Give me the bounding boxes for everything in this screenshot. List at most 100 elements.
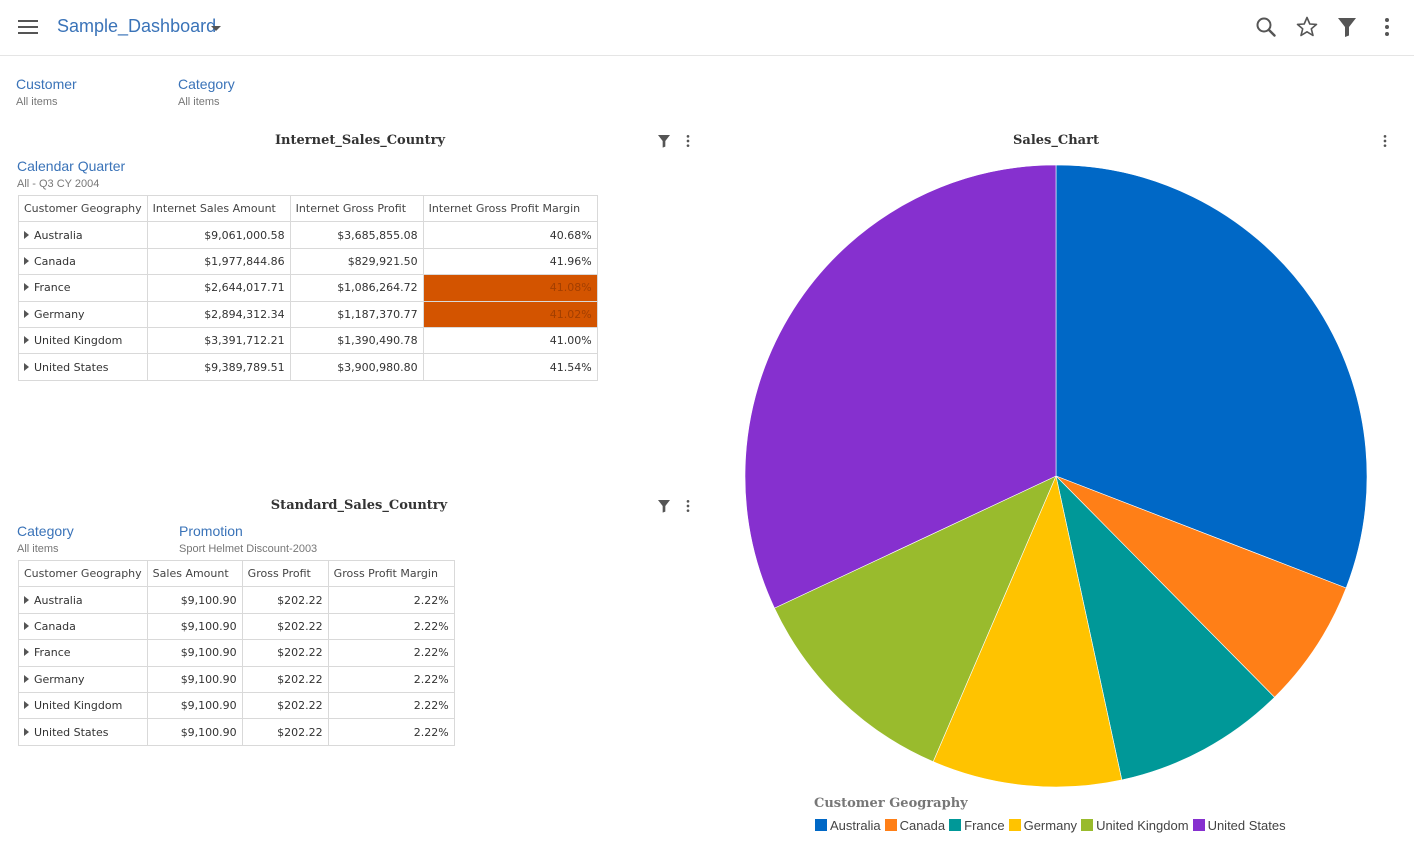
panel-more-icon[interactable] — [1377, 133, 1393, 149]
legend-item[interactable]: United Kingdom — [1081, 818, 1189, 833]
filter-calendar-quarter-value: All - Q3 CY 2004 — [17, 178, 100, 190]
row-label: Canada — [34, 254, 76, 268]
pie-slice-united-states[interactable] — [744, 164, 1057, 609]
row-label: Germany — [34, 672, 85, 686]
standard-sales-table: Customer Geography Sales Amount Gross Pr… — [18, 559, 455, 746]
expand-arrow-icon[interactable] — [24, 621, 29, 630]
legend-item[interactable]: United States — [1192, 818, 1286, 833]
legend-item[interactable]: France — [949, 818, 1005, 833]
margin-cell: 41.08% — [422, 274, 598, 302]
table-header-row: Customer Geography Internet Sales Amount… — [18, 194, 598, 223]
expand-arrow-icon[interactable] — [24, 309, 29, 318]
amount-cell: $3,391,712.21 — [146, 326, 291, 355]
expand-arrow-icon[interactable] — [24, 283, 29, 292]
expand-arrow-icon[interactable] — [24, 362, 29, 371]
star-icon[interactable] — [1295, 15, 1319, 39]
profit-cell: $1,187,370.77 — [289, 300, 424, 328]
amount-cell: $9,100.90 — [146, 639, 243, 667]
filter-category-value: All items — [17, 543, 59, 555]
row-header-cell[interactable]: France — [18, 274, 148, 302]
row-header-cell[interactable]: United Kingdom — [18, 326, 148, 355]
table-row: France $2,644,017.71 $1,086,264.72 41.08% — [18, 274, 598, 302]
internet-panel-title: Internet_Sales_Country — [274, 133, 446, 148]
expand-arrow-icon[interactable] — [24, 674, 29, 683]
amount-cell: $1,977,844.86 — [146, 247, 291, 276]
more-vert-icon[interactable] — [1375, 15, 1399, 39]
row-header-cell[interactable]: Canada — [18, 612, 148, 641]
column-header[interactable]: Gross Profit Margin — [327, 559, 455, 588]
column-header[interactable]: Customer Geography — [18, 559, 148, 588]
row-label: France — [34, 281, 71, 295]
margin-cell: 2.22% — [327, 612, 455, 641]
expand-arrow-icon[interactable] — [24, 727, 29, 736]
row-label: United Kingdom — [34, 334, 123, 348]
legend-swatch — [1192, 819, 1205, 831]
row-header-cell[interactable]: United States — [18, 353, 148, 381]
pie-slice-france[interactable] — [1055, 475, 1275, 781]
menu-icon[interactable] — [18, 19, 38, 35]
expand-arrow-icon[interactable] — [24, 701, 29, 710]
expand-arrow-icon[interactable] — [24, 336, 29, 345]
panel-filter-icon[interactable] — [656, 498, 672, 514]
margin-cell: 41.96% — [422, 247, 598, 276]
margin-cell: 2.22% — [327, 665, 455, 693]
amount-cell: $9,100.90 — [146, 612, 243, 641]
row-header-cell[interactable]: Australia — [18, 221, 148, 249]
search-icon[interactable] — [1254, 15, 1278, 39]
filter-category-label[interactable]: Category — [17, 523, 74, 539]
panel-more-icon[interactable] — [680, 133, 696, 149]
pie-slice-canada[interactable] — [1055, 475, 1347, 698]
amount-cell: $9,100.90 — [146, 586, 243, 614]
row-header-cell[interactable]: Australia — [18, 586, 148, 614]
filter-icon[interactable] — [1335, 15, 1359, 39]
filter-calendar-quarter-label[interactable]: Calendar Quarter — [17, 158, 126, 174]
amount-cell: $9,100.90 — [146, 691, 243, 720]
row-header-cell[interactable]: Germany — [18, 665, 148, 693]
expand-arrow-icon[interactable] — [24, 648, 29, 657]
column-header[interactable]: Internet Sales Amount — [146, 194, 291, 223]
panel-filter-icon[interactable] — [656, 133, 672, 149]
filter-promotion-label[interactable]: Promotion — [179, 523, 243, 539]
dashboard-title[interactable]: Sample_Dashboard — [57, 16, 217, 36]
table-row: Australia $9,100.90 $202.22 2.22% — [18, 586, 455, 614]
table-row: United States $9,389,789.51 $3,900,980.80 4… — [18, 353, 598, 381]
top-bar: Sample_Dashboard — [0, 0, 1414, 56]
filter-customer-label[interactable]: Customer — [16, 76, 77, 92]
legend-swatch — [815, 819, 827, 831]
column-header[interactable]: Internet Gross Profit — [289, 194, 424, 223]
legend-item[interactable]: Germany — [1008, 818, 1077, 833]
row-header-cell[interactable]: United Kingdom — [18, 691, 148, 720]
column-header[interactable]: Customer Geography — [18, 194, 148, 223]
row-label: United States — [34, 360, 109, 374]
table-row: Germany $9,100.90 $202.22 2.22% — [18, 665, 455, 693]
filter-category-label[interactable]: Category — [178, 76, 235, 92]
legend-item[interactable]: Australia — [815, 818, 881, 833]
profit-cell: $829,921.50 — [289, 247, 424, 276]
pie-slice-united-kingdom[interactable] — [774, 475, 1057, 763]
row-header-cell[interactable]: Germany — [18, 300, 148, 328]
expand-arrow-icon[interactable] — [24, 595, 29, 604]
row-header-cell[interactable]: United States — [18, 718, 148, 746]
margin-cell: 41.00% — [422, 326, 598, 355]
margin-cell: 2.22% — [327, 718, 455, 746]
column-header[interactable]: Gross Profit — [241, 559, 329, 588]
column-header[interactable]: Internet Gross Profit Margin — [422, 194, 598, 223]
chevron-down-icon[interactable] — [211, 26, 221, 31]
filter-promotion-value: Sport Helmet Discount-2003 — [179, 543, 318, 555]
amount-cell: $9,100.90 — [146, 718, 243, 746]
profit-cell: $202.22 — [241, 639, 329, 667]
amount-cell: $9,100.90 — [146, 665, 243, 693]
column-header[interactable]: Sales Amount — [146, 559, 243, 588]
pie-slice-australia[interactable] — [1055, 164, 1368, 589]
row-header-cell[interactable]: France — [18, 639, 148, 667]
row-label: Germany — [34, 307, 85, 321]
row-header-cell[interactable]: Canada — [18, 247, 148, 276]
profit-cell: $202.22 — [241, 691, 329, 720]
row-label: Australia — [34, 228, 83, 242]
pie-slice-germany[interactable] — [932, 475, 1123, 788]
expand-arrow-icon[interactable] — [24, 256, 29, 265]
expand-arrow-icon[interactable] — [24, 230, 29, 239]
panel-more-icon[interactable] — [680, 498, 696, 514]
standard-table-body: Australia $9,100.90 $202.22 2.22% Canada $9,1… — [18, 586, 455, 746]
legend-item[interactable]: Canada — [884, 818, 945, 833]
